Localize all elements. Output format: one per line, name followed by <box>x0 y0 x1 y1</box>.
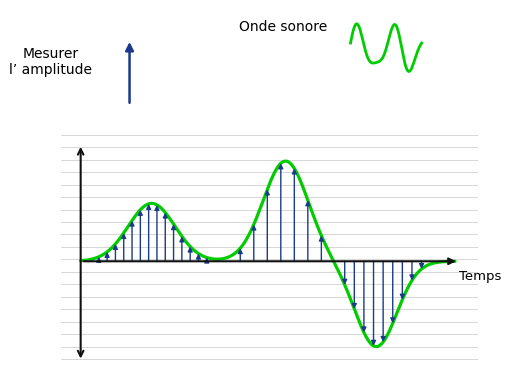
Text: Temps: Temps <box>459 270 501 283</box>
Text: Onde sonore: Onde sonore <box>239 20 327 34</box>
Text: Mesurer
l’ amplitude: Mesurer l’ amplitude <box>9 47 92 77</box>
